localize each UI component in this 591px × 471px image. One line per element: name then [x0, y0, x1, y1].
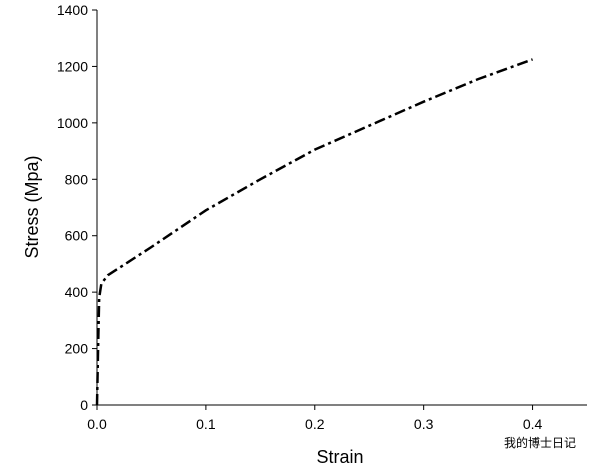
x-tick-label: 0.0 — [87, 416, 107, 432]
y-tick-label: 0 — [80, 397, 88, 413]
y-tick-label: 200 — [65, 341, 89, 357]
y-tick-label: 1000 — [57, 115, 88, 131]
x-tick-label: 0.2 — [305, 416, 325, 432]
y-tick-label: 800 — [65, 171, 89, 187]
y-tick-label: 400 — [65, 284, 89, 300]
stress-strain-line — [95, 58, 533, 406]
y-tick-label: 1400 — [57, 2, 88, 18]
x-tick-label: 0.3 — [414, 416, 434, 432]
watermark: 我的博士日记 — [504, 435, 576, 450]
y-axis-title: Stress (Mpa) — [22, 155, 42, 258]
x-axis-title: Strain — [316, 447, 363, 467]
y-tick-label: 600 — [65, 228, 89, 244]
x-tick-label: 0.4 — [523, 416, 543, 432]
x-tick-label: 0.1 — [196, 416, 216, 432]
y-tick-label: 1200 — [57, 58, 88, 74]
